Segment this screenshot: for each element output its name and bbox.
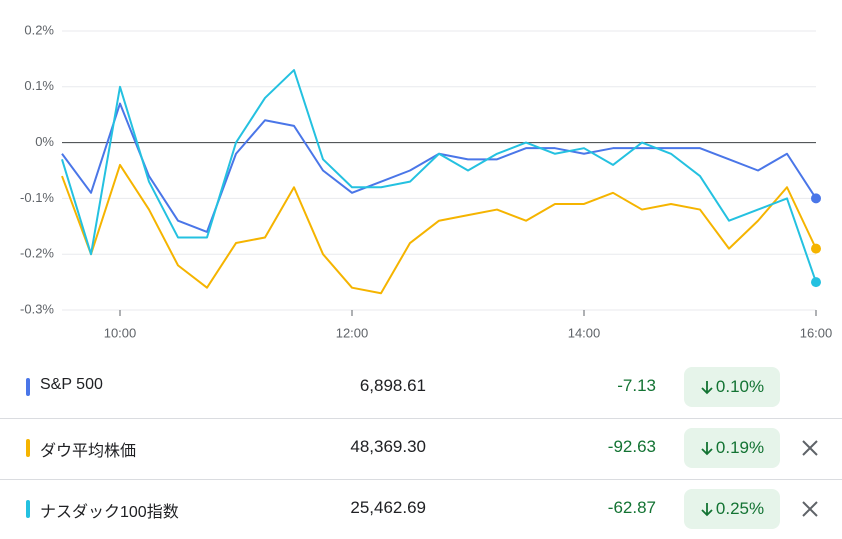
y-tick-label: 0.2% bbox=[24, 22, 54, 37]
y-tick-label: -0.2% bbox=[20, 246, 54, 261]
chart: 0.2% 0.1% 0% -0.1% -0.2% -0.3% 10:00 12:00 14:00… bbox=[20, 22, 833, 340]
change: -62.87 bbox=[607, 498, 656, 517]
price: 48,369.30 bbox=[350, 437, 426, 456]
percent-change: 0.19% bbox=[684, 428, 780, 468]
remove-button[interactable] bbox=[800, 499, 820, 524]
percent-text: 0.10% bbox=[715, 377, 765, 396]
index-name: S&P 500 bbox=[40, 376, 103, 393]
quote-row[interactable]: ナスダック100指数 25,462.69 -62.87 0.25% bbox=[0, 480, 842, 539]
y-tick-label: 0.1% bbox=[24, 78, 54, 93]
end-dot bbox=[811, 193, 821, 204]
index-name: ダウ平均株価 bbox=[40, 443, 137, 460]
x-tick-label: 16:00 bbox=[800, 325, 833, 340]
color-swatch bbox=[26, 439, 30, 457]
color-swatch bbox=[26, 378, 30, 396]
down-arrow bbox=[701, 381, 713, 395]
color-swatch bbox=[26, 500, 30, 518]
row-separator bbox=[0, 418, 842, 419]
end-dot bbox=[811, 243, 821, 254]
y-tick-label: 0% bbox=[35, 134, 54, 149]
change: -92.63 bbox=[607, 437, 656, 456]
quote-row[interactable]: ダウ平均株価 48,369.30 -92.63 0.19% bbox=[0, 419, 842, 479]
quote-row[interactable]: S&P 500 6,898.61 -7.13 0.10% bbox=[0, 358, 842, 418]
x-tick-label: 12:00 bbox=[336, 325, 369, 340]
close-icon bbox=[802, 440, 818, 456]
x-tick-label: 10:00 bbox=[104, 325, 137, 340]
series-line bbox=[61, 69, 817, 283]
x-tick-label: 14:00 bbox=[568, 325, 601, 340]
down-arrow bbox=[701, 442, 713, 456]
price: 25,462.69 bbox=[350, 498, 426, 517]
percent-change: 0.10% bbox=[684, 367, 780, 407]
row-separator bbox=[0, 479, 842, 480]
percent-text: 0.19% bbox=[715, 438, 765, 457]
close-icon bbox=[802, 501, 818, 517]
remove-button[interactable] bbox=[800, 438, 820, 463]
percent-change: 0.25% bbox=[684, 489, 780, 529]
down-arrow bbox=[701, 503, 713, 517]
series-line bbox=[61, 163, 817, 295]
y-tick-label: -0.1% bbox=[20, 190, 54, 205]
percent-text: 0.25% bbox=[715, 499, 765, 518]
index-name: ナスダック100指数 bbox=[40, 504, 179, 521]
change: -7.13 bbox=[617, 376, 656, 395]
end-dot bbox=[811, 277, 821, 288]
price: 6,898.61 bbox=[359, 376, 426, 395]
y-tick-label: -0.3% bbox=[20, 301, 54, 316]
